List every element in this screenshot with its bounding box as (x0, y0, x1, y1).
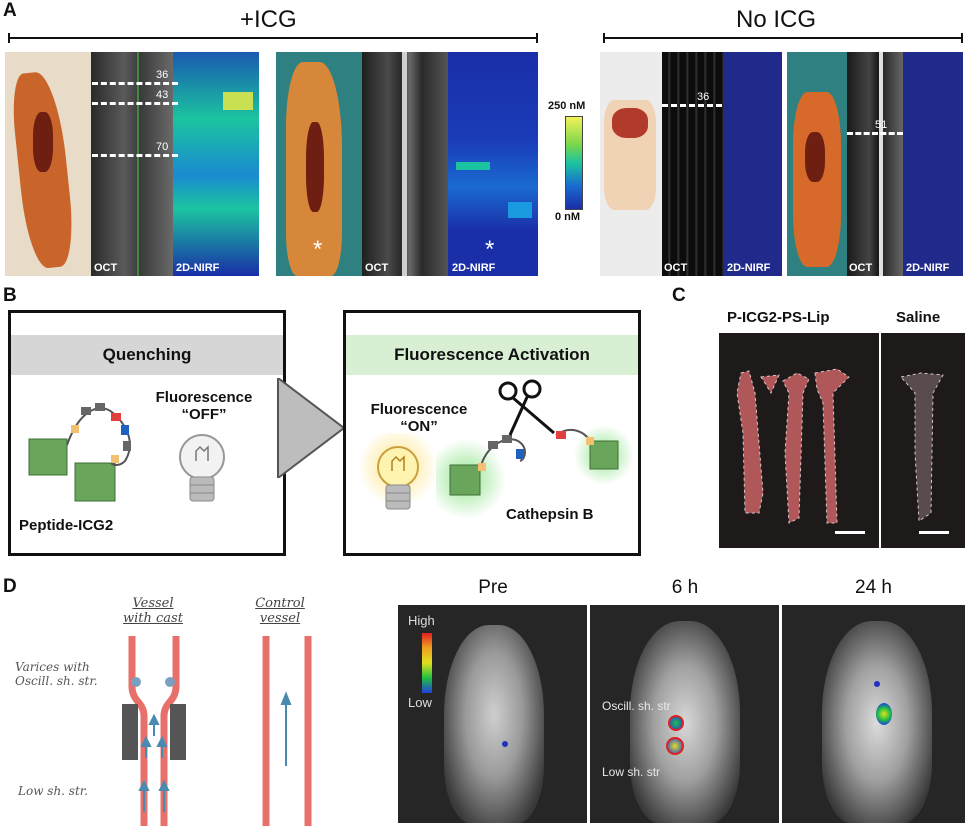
nirf-colorbar (565, 116, 583, 210)
tissue-photo-3 (600, 52, 662, 276)
vessel-cast-label: Vessel with cast (108, 596, 198, 626)
oct-image-3 (662, 52, 724, 276)
vessel-cast-line1: Vessel (132, 596, 174, 611)
low-shear-annotation: Low sh. str (602, 765, 661, 779)
depth-line-70 (92, 154, 178, 157)
off-text: “OFF” (181, 406, 227, 423)
oct-label: OCT (664, 262, 688, 274)
quenching-box: Quenching Fluorescence “OFF” Peptide-ICG… (8, 310, 286, 556)
panel-d-letter: D (3, 576, 17, 597)
oct-image-1 (91, 52, 173, 276)
cathepsin-b-label: Cathepsin B (506, 506, 594, 523)
nirf-image-4 (903, 52, 963, 276)
nirf-image-1 (173, 52, 259, 276)
lip-treated-vessels-photo (719, 333, 879, 548)
control-line2: vessel (259, 611, 301, 626)
c-right-label: Saline (896, 309, 941, 326)
depth-marker: 43 (156, 89, 169, 101)
quenching-title: Quenching (11, 335, 283, 375)
c-left-label: P-ICG2-PS-Lip (727, 309, 830, 326)
mouse-image-6h: Oscill. sh. str Low sh. str (590, 605, 779, 823)
time-label-pre: Pre (478, 577, 508, 598)
legend-low: Low (408, 695, 432, 710)
panel-a-letter: A (3, 0, 17, 21)
control-vessel-label: Control vessel (240, 596, 320, 626)
scale-bar (835, 531, 865, 534)
fluorescence-on-label: Fluorescence “ON” (364, 401, 474, 435)
tissue-photo-2 (276, 52, 362, 276)
fluorescence-text: Fluorescence (370, 401, 468, 418)
fluorescence-activation-box: Fluorescence Activation Fluorescence “ON… (343, 310, 641, 556)
no-icg-bracket (603, 33, 963, 43)
oct-label: OCT (94, 262, 118, 274)
depth-line-36 (92, 82, 178, 85)
cleaved-peptide-icon (436, 379, 632, 519)
depth-line-36-b (662, 104, 722, 107)
tissue-photo-1 (5, 52, 91, 276)
color-legend: High Low (408, 613, 468, 713)
oct-image-2 (362, 52, 448, 276)
nirf-label: 2D-NIRF (452, 262, 496, 274)
vessel-cast-line2: with cast (123, 611, 183, 626)
activation-title: Fluorescence Activation (346, 335, 638, 375)
nirf-label: 2D-NIRF (176, 262, 220, 274)
time-label-24h: 24 h (855, 577, 892, 598)
depth-marker: 70 (156, 141, 169, 153)
group-label-icg: +ICG (240, 6, 297, 33)
tissue-photo-4 (787, 52, 847, 276)
on-text: “ON” (400, 418, 438, 435)
scale-bar (919, 531, 949, 534)
scissors-icon (498, 379, 555, 436)
peptide-icg2-label: Peptide-ICG2 (19, 517, 114, 534)
varices-label: Varices with Oscill. sh. str. (15, 660, 98, 688)
group-label-no-icg: No ICG (736, 6, 817, 33)
nirf-image-2 (448, 52, 538, 276)
fluorescence-off-label: Fluorescence “OFF” (149, 389, 259, 423)
oct-label: OCT (365, 262, 389, 274)
vessel-schematic (122, 636, 312, 826)
varices-line2: Oscill. sh. str. (15, 674, 98, 688)
nirf-image-3 (724, 52, 782, 276)
oct-label: OCT (849, 262, 873, 274)
depth-line-51 (847, 132, 903, 135)
depth-marker: 51 (875, 119, 888, 131)
legend-high: High (408, 613, 435, 628)
nirf-label: 2D-NIRF (906, 262, 950, 274)
scale-min-label: 0 nM (555, 211, 581, 223)
nirf-label: 2D-NIRF (727, 262, 771, 274)
peptide-icg2-molecule-icon (28, 403, 131, 502)
time-label-6h: 6 h (671, 577, 699, 598)
asterisk-marker: * (485, 236, 495, 263)
panel-c-letter: C (672, 285, 686, 306)
low-shear-label: Low sh. str. (18, 784, 89, 798)
lightbulb-on-icon (358, 433, 438, 510)
fluorescence-text: Fluorescence (155, 389, 253, 406)
lightbulb-off-icon (179, 434, 225, 502)
depth-marker: 36 (156, 69, 169, 81)
varices-line1: Varices with (15, 660, 90, 674)
oct-image-4 (847, 52, 903, 276)
oscill-shear-annotation: Oscill. sh. str (602, 699, 671, 713)
asterisk-marker: * (313, 236, 323, 263)
depth-marker: 36 (697, 91, 710, 103)
saline-vessel-photo (881, 333, 965, 548)
control-line1: Control (255, 596, 305, 611)
icg-bracket (8, 33, 538, 43)
scale-max-label: 250 nM (548, 100, 586, 112)
mouse-image-pre: High Low (398, 605, 587, 823)
mouse-image-24h (782, 605, 965, 823)
activation-arrow-icon (277, 378, 346, 478)
depth-line-43 (92, 102, 178, 105)
panel-b-letter: B (3, 285, 17, 306)
